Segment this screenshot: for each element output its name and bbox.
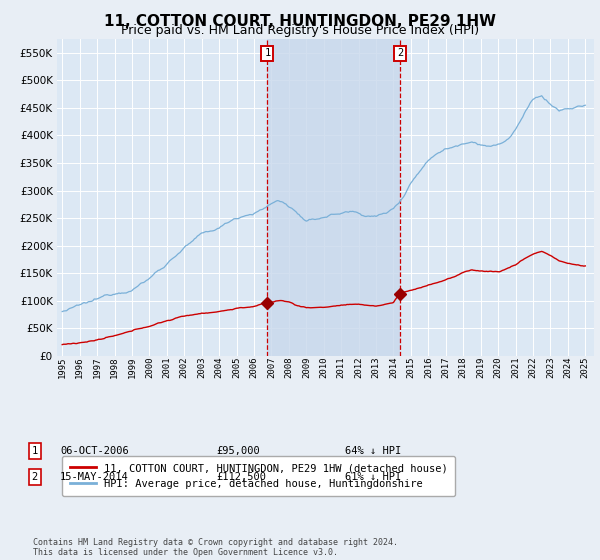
Text: 1: 1 — [32, 446, 38, 456]
Text: 06-OCT-2006: 06-OCT-2006 — [60, 446, 129, 456]
Text: £95,000: £95,000 — [216, 446, 260, 456]
Text: 64% ↓ HPI: 64% ↓ HPI — [345, 446, 401, 456]
Legend: 11, COTTON COURT, HUNTINGDON, PE29 1HW (detached house), HPI: Average price, det: 11, COTTON COURT, HUNTINGDON, PE29 1HW (… — [62, 456, 455, 496]
Text: 1: 1 — [265, 48, 271, 58]
Text: Contains HM Land Registry data © Crown copyright and database right 2024.
This d: Contains HM Land Registry data © Crown c… — [33, 538, 398, 557]
Text: 11, COTTON COURT, HUNTINGDON, PE29 1HW: 11, COTTON COURT, HUNTINGDON, PE29 1HW — [104, 14, 496, 29]
Text: 2: 2 — [397, 48, 403, 58]
Text: £112,500: £112,500 — [216, 472, 266, 482]
Bar — [268, 39, 400, 356]
Text: 2: 2 — [32, 472, 38, 482]
Text: 15-MAY-2014: 15-MAY-2014 — [60, 472, 129, 482]
Text: 61% ↓ HPI: 61% ↓ HPI — [345, 472, 401, 482]
Text: Price paid vs. HM Land Registry's House Price Index (HPI): Price paid vs. HM Land Registry's House … — [121, 24, 479, 37]
